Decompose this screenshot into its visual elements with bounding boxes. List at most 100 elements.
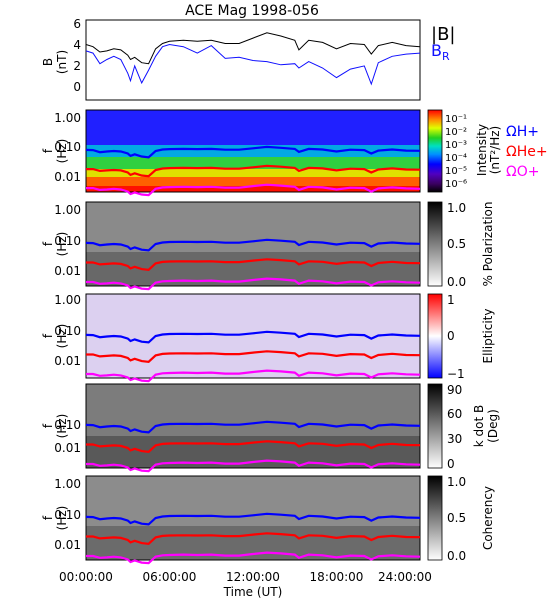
xtick-label-0: 00:00:00 bbox=[59, 570, 113, 584]
overlay-omega-h-coherency bbox=[85, 512, 421, 526]
panel-ellipticity-ytick-001: 0.01 bbox=[54, 354, 81, 368]
panel-b-ytick-0: 0 bbox=[73, 80, 81, 94]
colorbar-intensity-tick-2: 10⁻² bbox=[445, 127, 467, 138]
colorbar-polarization bbox=[427, 201, 443, 287]
colorbar-ellipticity-tick-m1: −1 bbox=[447, 367, 465, 381]
colorbar-intensity-tick-4: 10⁻⁴ bbox=[445, 153, 467, 164]
panel-b-ytick-4: 4 bbox=[73, 38, 81, 52]
colorbar-intensity-tick-1: 10⁻¹ bbox=[445, 114, 467, 125]
panel-intensity-band-yellow bbox=[86, 169, 420, 177]
colorbar-ellipticity bbox=[427, 293, 443, 379]
panel-kdotb-shade bbox=[86, 436, 420, 468]
panel-ellipticity-ylabel-line2: (Hz) bbox=[55, 324, 69, 349]
panel-intensity-ylabel-line1: f bbox=[41, 148, 55, 153]
label-omega-he: ΩHe+ bbox=[506, 144, 548, 160]
overlay-omega-he-ellipticity bbox=[86, 350, 421, 363]
overlay-omega-h-polarization bbox=[85, 238, 421, 252]
panel-polarization-ylabel-line1: f bbox=[41, 241, 55, 246]
colorbar-intensity-title-line1: Intensity bbox=[475, 124, 489, 176]
colorbar-kdotb bbox=[427, 383, 443, 469]
colorbar-ellipticity-tick-0: 0 bbox=[447, 329, 455, 343]
xtick-label-12: 12:00:00 bbox=[226, 570, 280, 584]
colorbar-kdotb-tick-0: 0 bbox=[447, 457, 455, 471]
panel-coherency-ylabel-line2: (Hz) bbox=[55, 506, 69, 531]
colorbar-intensity-tick-6: 10⁻⁶ bbox=[445, 179, 467, 190]
colorbar-ellipticity-tick-1: 1 bbox=[447, 293, 455, 307]
panel-intensity-band-red bbox=[86, 186, 420, 192]
panel-coherency: f (Hz) 1.00 0.10 0.01 1.0 0.5 0.0 Cohere… bbox=[41, 475, 495, 563]
overlay-omega-o-coherency bbox=[86, 551, 421, 565]
panel-polarization-ytick-001: 0.01 bbox=[54, 264, 81, 278]
colorbar-polarization-tick-0: 0.0 bbox=[447, 275, 466, 289]
panel-intensity-ytick-01: 0.10 bbox=[54, 140, 81, 154]
panel-intensity-ytick-001: 0.01 bbox=[54, 170, 81, 184]
series-line-btotal bbox=[85, 32, 421, 65]
overlay-omega-o-intensity bbox=[86, 183, 421, 197]
xtick-label-6: 06:00:00 bbox=[143, 570, 197, 584]
colorbar-polarization-tick-05: 0.5 bbox=[447, 237, 466, 251]
panel-intensity-ytick-1: 1.00 bbox=[54, 111, 81, 125]
colorbar-coherency-tick-1: 1.0 bbox=[447, 475, 466, 489]
panel-polarization-ylabel-line2: (Hz) bbox=[55, 232, 69, 257]
colorbar-coherency bbox=[427, 475, 443, 561]
panel-polarization-ytick-1: 1.00 bbox=[54, 203, 81, 217]
legend-br-sub: R bbox=[442, 50, 450, 63]
panel-coherency-ytick-1: 1.00 bbox=[54, 477, 81, 491]
colorbar-kdotb-tick-30: 30 bbox=[447, 432, 462, 446]
colorbar-kdotb-tick-60: 60 bbox=[447, 407, 462, 421]
panel-ellipticity-bg bbox=[86, 294, 420, 378]
xtick-label-18: 18:00:00 bbox=[310, 570, 364, 584]
panel-polarization-ytick-01: 0.10 bbox=[54, 234, 81, 248]
colorbar-ellipticity-title: Ellipticity bbox=[481, 309, 495, 364]
panel-b-ylabel-line2: (nT) bbox=[55, 50, 69, 74]
overlay-omega-he-polarization bbox=[86, 258, 421, 271]
panel-intensity-ylabel-line2: (Hz) bbox=[55, 139, 69, 164]
colorbar-intensity-title-line2: (nT²/Hz) bbox=[488, 126, 502, 174]
colorbar-coherency-title: Coherency bbox=[481, 486, 495, 550]
legend-br-main: B bbox=[431, 41, 442, 60]
legend-btotal: |B| bbox=[431, 24, 455, 45]
colorbar-kdotb-title-line1: k dot B bbox=[472, 405, 486, 447]
colorbar-coherency-tick-0: 0.0 bbox=[447, 549, 466, 563]
x-axis-label: Time (UT) bbox=[223, 585, 283, 599]
series-line-br bbox=[85, 43, 421, 86]
overlay-omega-h-intensity bbox=[85, 145, 421, 159]
panel-intensity-band-green bbox=[86, 157, 420, 169]
colorbar-intensity-tick-5: 10⁻⁵ bbox=[445, 166, 467, 177]
colorbar-kdotb-title-line2: (Deg) bbox=[486, 409, 500, 443]
colorbar-intensity bbox=[427, 109, 443, 193]
colorbar-coherency-tick-05: 0.5 bbox=[447, 511, 466, 525]
overlay-omega-he-intensity bbox=[86, 164, 421, 178]
label-omega-h: ΩH+ bbox=[506, 124, 539, 140]
panel-intensity-band-orange bbox=[86, 177, 420, 186]
panel-kdotb-ylabel-line1: f bbox=[41, 423, 55, 428]
panel-b: B (nT) 6 4 2 0 |B| BR bbox=[41, 17, 455, 101]
panel-ellipticity-ytick-1: 1.00 bbox=[54, 293, 81, 307]
xtick-label-24: 24:00:00 bbox=[378, 570, 432, 584]
overlay-omega-o-polarization bbox=[86, 277, 421, 291]
panel-coherency-ytick-001: 0.01 bbox=[54, 538, 81, 552]
panel-ellipticity-ytick-01: 0.10 bbox=[54, 324, 81, 338]
overlay-omega-he-kdotb bbox=[86, 440, 421, 453]
colorbar-polarization-title: % Polarization bbox=[481, 202, 495, 287]
overlay-omega-he-coherency bbox=[86, 532, 421, 545]
panel-coherency-ytick-01: 0.10 bbox=[54, 508, 81, 522]
overlay-omega-h-ellipticity bbox=[85, 330, 421, 344]
legend-br: BR bbox=[431, 41, 450, 63]
label-omega-o: ΩO+ bbox=[506, 164, 539, 180]
panel-b-ytick-6: 6 bbox=[73, 17, 81, 31]
cyclotron-overlays bbox=[85, 145, 421, 565]
panel-coherency-ylabel-line1: f bbox=[41, 515, 55, 520]
panel-b-ylabel-line1: B bbox=[41, 58, 55, 66]
overlay-omega-o-kdotb bbox=[86, 459, 421, 473]
overlay-omega-h-kdotb bbox=[85, 420, 421, 434]
colorbar-intensity-tick-3: 10⁻³ bbox=[445, 140, 467, 151]
colorbar-polarization-tick-1: 1.0 bbox=[447, 201, 466, 215]
panel-ellipticity-ylabel-line1: f bbox=[41, 333, 55, 338]
panel-kdotb-ylabel-line2: (Hz) bbox=[55, 414, 69, 439]
overlay-omega-o-ellipticity bbox=[86, 369, 421, 383]
panel-b-ytick-2: 2 bbox=[73, 59, 81, 73]
panel-kdotb-ytick-001: 0.01 bbox=[54, 441, 81, 455]
page-title: ACE Mag 1998-056 bbox=[185, 3, 319, 19]
